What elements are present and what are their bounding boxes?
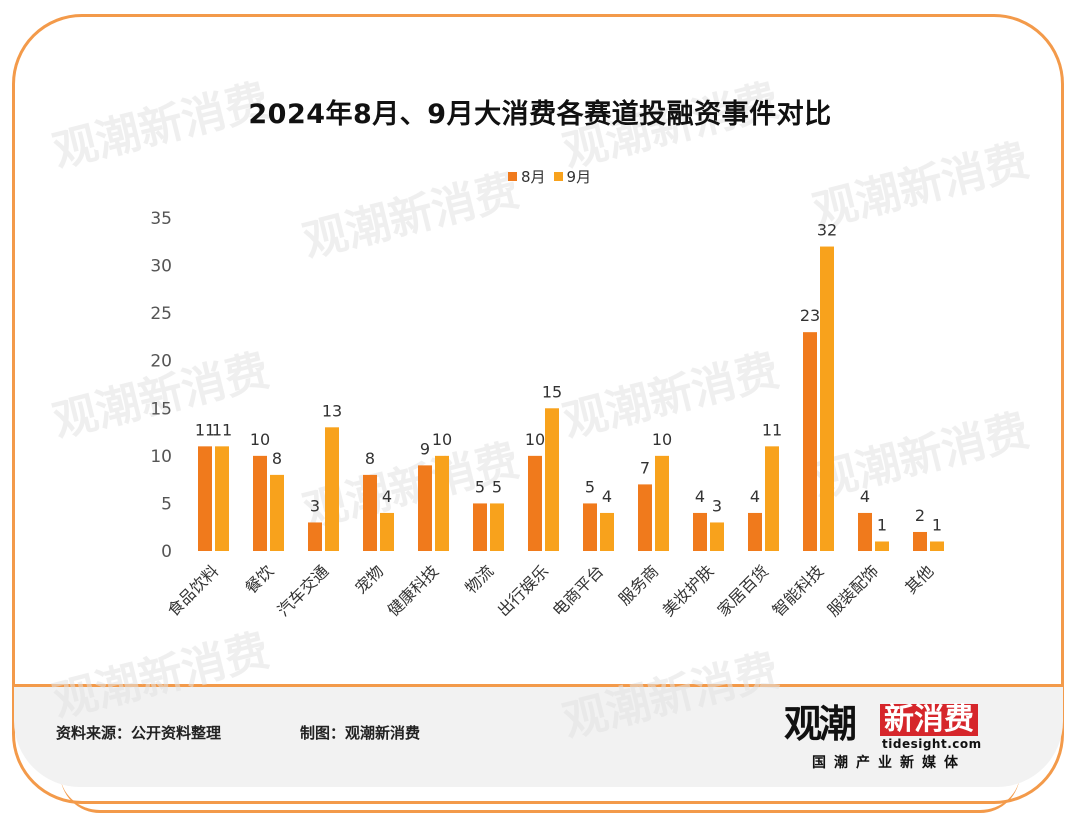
frame-bottom-edge <box>60 770 1020 813</box>
y-tick-label: 15 <box>150 399 172 419</box>
data-label: 1 <box>932 515 942 534</box>
outer-frame <box>12 14 1064 804</box>
data-label: 8 <box>272 449 282 468</box>
y-tick-label: 35 <box>150 209 172 229</box>
bar <box>325 427 339 551</box>
bar <box>490 503 504 551</box>
legend-swatch <box>553 172 563 181</box>
bar <box>253 455 267 551</box>
bar <box>308 522 322 551</box>
category-label: 餐饮 <box>241 561 277 597</box>
bar <box>198 446 212 551</box>
category-label: 服务商 <box>615 561 662 608</box>
category-label: 健康科技 <box>384 561 443 620</box>
category-label: 物流 <box>461 561 497 597</box>
category-label: 智能科技 <box>769 561 828 620</box>
data-label: 9 <box>420 439 430 458</box>
bar <box>583 503 597 551</box>
data-label: 1 <box>877 515 887 534</box>
y-tick-label: 0 <box>161 542 172 562</box>
data-label: 5 <box>585 477 595 496</box>
legend-swatch <box>508 172 517 181</box>
data-label: 4 <box>602 487 612 506</box>
bar <box>528 455 542 551</box>
category-label: 出行娱乐 <box>494 561 553 620</box>
bar <box>765 446 779 551</box>
data-label: 10 <box>652 430 672 449</box>
brand-logo: 观潮 新消费 tidesight.com 国潮产业新媒体 <box>784 702 1010 772</box>
bar <box>418 465 432 551</box>
chart-legend: 8月 9月 <box>508 166 599 187</box>
bar <box>803 332 817 551</box>
data-label: 4 <box>695 487 705 506</box>
category-label: 汽车交通 <box>274 561 333 620</box>
y-tick-label: 5 <box>161 494 172 514</box>
category-label: 宠物 <box>351 561 387 597</box>
bar-chart: 051015202530351111食品饮料108餐饮313汽车交通84宠物91… <box>150 209 944 620</box>
bar <box>858 512 872 551</box>
data-label: 4 <box>860 487 870 506</box>
data-label: 2 <box>915 506 925 525</box>
bar <box>748 512 762 551</box>
bar <box>473 503 487 551</box>
data-label: 3 <box>712 496 722 515</box>
data-label: 32 <box>817 221 837 240</box>
maker-note: 制图：观潮新消费 <box>300 724 421 742</box>
bar <box>875 541 889 551</box>
bar <box>655 455 669 551</box>
data-label: 3 <box>310 496 320 515</box>
legend-label: 8月 <box>521 168 546 186</box>
bar <box>435 455 449 551</box>
bar <box>913 531 927 551</box>
bar <box>215 446 229 551</box>
bar <box>710 522 724 551</box>
y-tick-label: 25 <box>150 304 172 324</box>
category-label: 食品饮料 <box>164 561 223 620</box>
data-label: 11 <box>195 420 215 439</box>
chart-title: 2024年8月、9月大消费各赛道投融资事件对比 <box>248 99 832 130</box>
logo-highlight: 新消费 <box>880 704 978 736</box>
data-label: 7 <box>640 458 650 477</box>
bar <box>930 541 944 551</box>
category-label: 电商平台 <box>549 561 608 620</box>
category-label: 美妆护肤 <box>659 561 718 620</box>
data-label: 5 <box>475 477 485 496</box>
data-label: 5 <box>492 477 502 496</box>
data-label: 11 <box>212 420 232 439</box>
data-label: 10 <box>525 430 545 449</box>
category-label: 服装配饰 <box>824 561 883 620</box>
bar <box>820 246 834 552</box>
y-tick-label: 10 <box>150 447 172 467</box>
bar <box>380 512 394 551</box>
data-label: 4 <box>382 487 392 506</box>
data-label: 10 <box>432 430 452 449</box>
data-label: 8 <box>365 449 375 468</box>
bar <box>600 512 614 551</box>
data-label: 11 <box>762 420 782 439</box>
source-note: 资料来源：公开资料整理 <box>56 724 222 742</box>
category-label: 家居百货 <box>714 561 773 620</box>
data-label: 15 <box>542 382 562 401</box>
legend-item: 8月 <box>508 166 546 187</box>
data-label: 13 <box>322 401 342 420</box>
logo-tagline: 国潮产业新媒体 <box>812 755 966 771</box>
bar <box>270 474 284 551</box>
data-label: 23 <box>800 306 820 325</box>
bar <box>545 408 559 551</box>
legend-label: 9月 <box>566 168 592 186</box>
y-tick-label: 30 <box>150 257 172 277</box>
logo-domain: tidesight.com <box>882 737 982 751</box>
bar <box>693 512 707 551</box>
y-tick-label: 20 <box>150 352 172 372</box>
bar <box>363 474 377 551</box>
bar <box>638 484 652 551</box>
logo-main: 观潮 <box>784 702 857 746</box>
category-label: 其他 <box>901 561 937 597</box>
data-label: 10 <box>250 430 270 449</box>
data-label: 4 <box>750 487 760 506</box>
legend-item: 9月 <box>553 166 592 187</box>
